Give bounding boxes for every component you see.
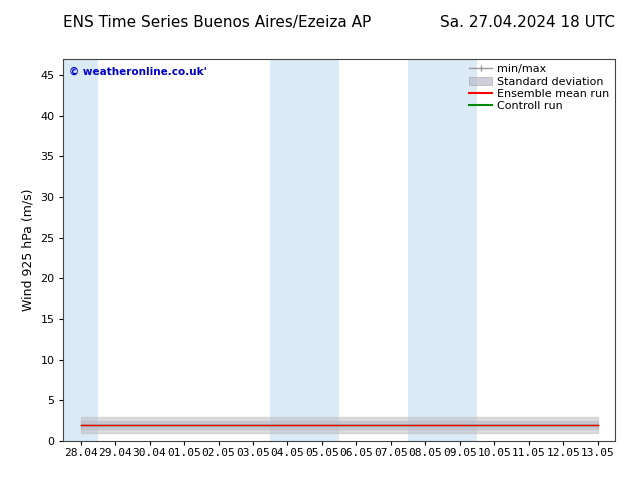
Y-axis label: Wind 925 hPa (m/s): Wind 925 hPa (m/s) xyxy=(22,189,35,311)
Text: © weatheronline.co.uk': © weatheronline.co.uk' xyxy=(69,67,207,76)
Text: Sa. 27.04.2024 18 UTC: Sa. 27.04.2024 18 UTC xyxy=(440,15,615,30)
Bar xyxy=(270,59,339,441)
Bar xyxy=(408,59,477,441)
Text: ENS Time Series Buenos Aires/Ezeiza AP: ENS Time Series Buenos Aires/Ezeiza AP xyxy=(63,15,372,30)
Bar xyxy=(63,59,98,441)
Legend: min/max, Standard deviation, Ensemble mean run, Controll run: min/max, Standard deviation, Ensemble me… xyxy=(469,64,609,111)
